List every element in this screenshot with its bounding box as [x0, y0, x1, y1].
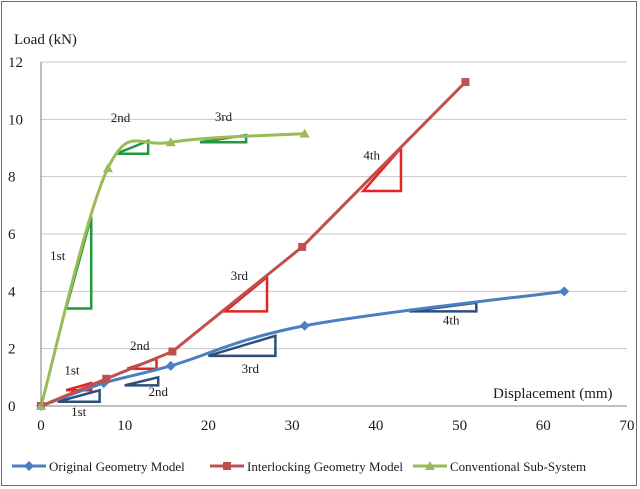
- x-tick-label: 40: [368, 418, 383, 434]
- data-point: [223, 462, 231, 470]
- x-axis-label: Displacement (mm): [493, 386, 613, 402]
- data-point: [102, 163, 113, 173]
- slope-triangle: [115, 138, 150, 155]
- x-tick-label: 0: [37, 418, 45, 434]
- slope-label: 2nd: [111, 110, 131, 125]
- slope-label: 3rd: [231, 268, 249, 283]
- data-point: [168, 347, 177, 356]
- slope-triangle: [221, 274, 269, 313]
- x-tick-label: 70: [620, 418, 635, 434]
- x-tick-label: 20: [201, 418, 216, 434]
- slope-triangle: [57, 388, 101, 403]
- series-triangle: [36, 128, 310, 410]
- y-tick-label: 12: [8, 55, 23, 71]
- legend-label: Original Geometry Model: [49, 459, 185, 474]
- slope-label: 1st: [50, 248, 66, 263]
- slope-triangle: [208, 334, 277, 358]
- x-tick-label: 30: [285, 418, 300, 434]
- data-point: [24, 461, 34, 471]
- slope-label: 1st: [71, 404, 87, 419]
- x-tick-label: 50: [452, 418, 467, 434]
- x-tick-label: 10: [117, 418, 132, 434]
- legend-label: Conventional Sub-System: [450, 459, 586, 474]
- gridlines: [41, 61, 627, 350]
- slope-label: 2nd: [148, 384, 168, 399]
- data-point: [165, 137, 176, 147]
- x-tick-label: 60: [536, 418, 551, 434]
- data-point: [559, 286, 570, 297]
- slope-label: 1st: [64, 362, 80, 377]
- data-point: [102, 374, 111, 383]
- slope-triangle: [124, 375, 160, 387]
- slope-label: 3rd: [215, 109, 233, 124]
- data-point: [299, 320, 310, 331]
- y-tick-label: 2: [8, 342, 16, 358]
- slope-label: 4th: [443, 312, 460, 327]
- data-point: [298, 242, 307, 251]
- data-point: [461, 78, 470, 87]
- data-point: [299, 128, 310, 138]
- y-tick-label: 0: [8, 399, 16, 415]
- y-tick-label: 10: [8, 112, 23, 128]
- data-point: [425, 461, 435, 470]
- y-tick-label: 6: [8, 227, 16, 243]
- y-tick-label: 4: [8, 284, 16, 300]
- slope-label: 3rd: [242, 361, 260, 376]
- legend: Original Geometry Model Interlocking Geom…: [12, 459, 586, 474]
- y-axis-label: Load (kN): [14, 32, 77, 48]
- slope-label: 2nd: [130, 338, 150, 353]
- axes: Load (kN) Displacement (mm) 0 2 4 6 8 10 12 0 10…: [8, 32, 635, 434]
- slope-label: 4th: [363, 147, 380, 162]
- series-line: [39, 132, 305, 407]
- data-series: [36, 78, 570, 411]
- series-line: [40, 289, 565, 408]
- series-line: [40, 81, 467, 408]
- y-tick-label: 8: [8, 170, 16, 186]
- slope-triangle: [360, 144, 403, 193]
- data-point: [165, 360, 176, 371]
- legend-label: Interlocking Geometry Model: [247, 459, 403, 474]
